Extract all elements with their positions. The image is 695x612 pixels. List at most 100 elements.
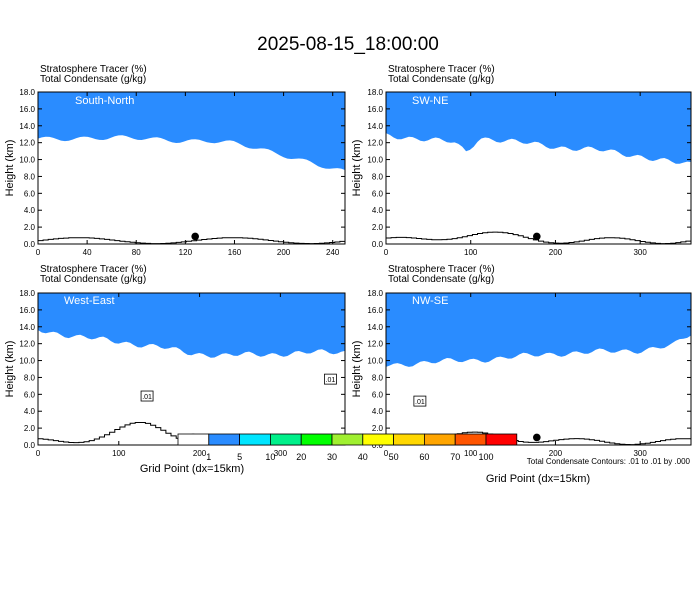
x-tick-label: 160 <box>228 248 242 257</box>
colorbar-label: 20 <box>296 452 306 462</box>
contour-label-box <box>140 390 154 402</box>
x-tick-label: 100 <box>464 248 478 257</box>
panel-3-label: West-East <box>64 295 115 307</box>
y-tick-label: 0.0 <box>372 240 384 249</box>
y-tick-label: 8.0 <box>372 172 384 181</box>
panel-south-north: Stratosphere Tracer (%) Total Condensate… <box>4 64 346 257</box>
panel-4-line1: Stratosphere Tracer (%) <box>388 264 495 275</box>
plot-frame <box>37 91 346 245</box>
colorbar-label: 50 <box>389 452 399 462</box>
y-tick-label: 8.0 <box>372 373 384 382</box>
panel-1-label: South-North <box>75 95 134 107</box>
colorbar-label: 5 <box>237 452 242 462</box>
y-tick-label: 10.0 <box>19 357 35 366</box>
x-tick-label: 0 <box>384 248 389 257</box>
y-tick-label: 18.0 <box>19 88 35 97</box>
panel-4-label: NW-SE <box>412 295 448 307</box>
colorbar-label: 70 <box>450 452 460 462</box>
y-tick-label: 12.0 <box>19 340 35 349</box>
panel-1-ylabel: Height (km) <box>4 140 16 197</box>
colorbar-swatch-0 <box>177 433 210 446</box>
panel-4-plot: .01 0.0 2.0 4.0 6.0 8.0 10.0 12.0 14.0 16.0 18.0 0 1… <box>367 289 692 458</box>
panel-1-line2: Total Condensate (g/kg) <box>40 74 146 85</box>
y-tick-label: 14.0 <box>367 323 383 332</box>
terrain-line <box>385 231 692 245</box>
colorbar-swatch-9 <box>454 433 487 446</box>
y-tick-label: 12.0 <box>367 340 383 349</box>
panel-1-line1: Stratosphere Tracer (%) <box>40 64 147 75</box>
panel-2-label: SW-NE <box>412 95 448 107</box>
panel-4-xlabel: Grid Point (dx=15km) <box>486 473 590 485</box>
x-tick-label: 300 <box>274 449 288 458</box>
x-tick-label: 0 <box>36 248 41 257</box>
colorbar-label: 40 <box>358 452 368 462</box>
panel-2-plot: 0.0 2.0 4.0 6.0 8.0 10.0 12.0 14.0 16.0 18.0 0 100 2… <box>367 88 692 257</box>
y-tick-label: 16.0 <box>367 105 383 114</box>
location-marker <box>533 433 541 442</box>
y-tick-label: 4.0 <box>372 206 384 215</box>
colorbar-label: 1 <box>206 452 211 462</box>
tracer-band-9 <box>386 293 691 367</box>
y-tick-label: 16.0 <box>367 306 383 315</box>
y-tick-label: 14.0 <box>19 323 35 332</box>
y-tick-label: 18.0 <box>19 289 35 298</box>
y-tick-label: 0.0 <box>24 441 36 450</box>
colorbar-swatch-8 <box>423 433 456 446</box>
y-tick-label: 2.0 <box>372 223 384 232</box>
y-tick-label: 16.0 <box>19 105 35 114</box>
footnote: Total Condensate Contours: .01 to .01 by… <box>527 457 691 466</box>
panel-2-line2: Total Condensate (g/kg) <box>388 74 494 85</box>
y-tick-label: 4.0 <box>372 407 384 416</box>
location-marker <box>533 232 541 241</box>
panel-nw-se: Stratosphere Tracer (%) Total Condensate… <box>351 264 692 485</box>
colorbar-label: 60 <box>419 452 429 462</box>
colorbar-swatch-5 <box>331 433 364 446</box>
panel-sw-ne: Stratosphere Tracer (%) Total Condensate… <box>351 64 692 257</box>
panel-4-line2: Total Condensate (g/kg) <box>388 274 494 285</box>
colorbar-swatch-7 <box>393 433 425 446</box>
y-tick-label: 4.0 <box>24 206 36 215</box>
y-tick-label: 2.0 <box>372 424 384 433</box>
y-tick-label: 10.0 <box>367 357 383 366</box>
y-tick-label: 6.0 <box>24 390 36 399</box>
terrain-line <box>37 237 346 245</box>
x-tick-label: 40 <box>83 248 92 257</box>
x-tick-label: 200 <box>549 449 563 458</box>
x-tick-label: 200 <box>193 449 207 458</box>
colorbar-swatch-6 <box>362 433 394 446</box>
y-tick-label: 4.0 <box>24 407 36 416</box>
page-title: 2025-08-15_18:00:00 <box>257 34 439 55</box>
y-tick-label: 10.0 <box>367 156 383 165</box>
plot-frame <box>385 292 692 446</box>
y-tick-label: 6.0 <box>372 189 384 198</box>
y-tick-label: 0.0 <box>372 441 384 450</box>
y-tick-label: 8.0 <box>24 373 36 382</box>
colorbar-label: 100 <box>478 452 493 462</box>
x-tick-label: 120 <box>179 248 193 257</box>
panel-3-xlabel: Grid Point (dx=15km) <box>140 463 244 475</box>
y-tick-label: 12.0 <box>367 139 383 148</box>
contour-label-box <box>324 373 337 385</box>
y-tick-label: 18.0 <box>367 289 383 298</box>
panel-2-line1: Stratosphere Tracer (%) <box>388 64 495 75</box>
x-tick-label: 0 <box>36 449 41 458</box>
x-tick-label: 0 <box>384 449 389 458</box>
panel-4-ylabel: Height (km) <box>351 341 363 398</box>
tracer-band-9 <box>386 92 691 164</box>
colorbar-label: 30 <box>327 452 337 462</box>
y-tick-label: 8.0 <box>24 172 36 181</box>
y-tick-label: 14.0 <box>19 122 35 131</box>
tracer-band-9 <box>38 92 345 170</box>
panel-3-line2: Total Condensate (g/kg) <box>40 274 146 285</box>
colorbar-label: 10 <box>265 452 275 462</box>
colorbar-swatch-4 <box>300 433 333 446</box>
x-tick-label: 200 <box>277 248 291 257</box>
tracer-band-9 <box>38 293 345 358</box>
y-tick-label: 2.0 <box>24 223 36 232</box>
location-marker <box>191 232 199 241</box>
panel-2-ylabel: Height (km) <box>351 140 363 197</box>
colorbar: 1 5 10 20 30 40 50 60 70 100 <box>177 433 518 462</box>
y-tick-label: 6.0 <box>24 189 36 198</box>
y-tick-label: 6.0 <box>372 390 384 399</box>
